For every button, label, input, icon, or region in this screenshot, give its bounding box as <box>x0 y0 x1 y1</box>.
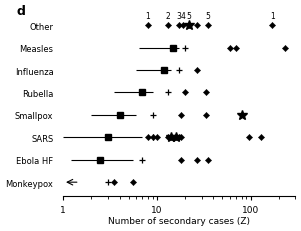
Text: 3: 3 <box>176 12 181 21</box>
Text: 2: 2 <box>165 12 170 21</box>
Text: 4: 4 <box>181 12 185 21</box>
Text: d: d <box>17 5 26 18</box>
Text: 5: 5 <box>187 12 191 21</box>
X-axis label: Number of secondary cases (Z): Number of secondary cases (Z) <box>108 216 250 225</box>
Text: 1: 1 <box>145 12 150 21</box>
Text: 1: 1 <box>270 12 275 21</box>
Text: 5: 5 <box>206 12 210 21</box>
